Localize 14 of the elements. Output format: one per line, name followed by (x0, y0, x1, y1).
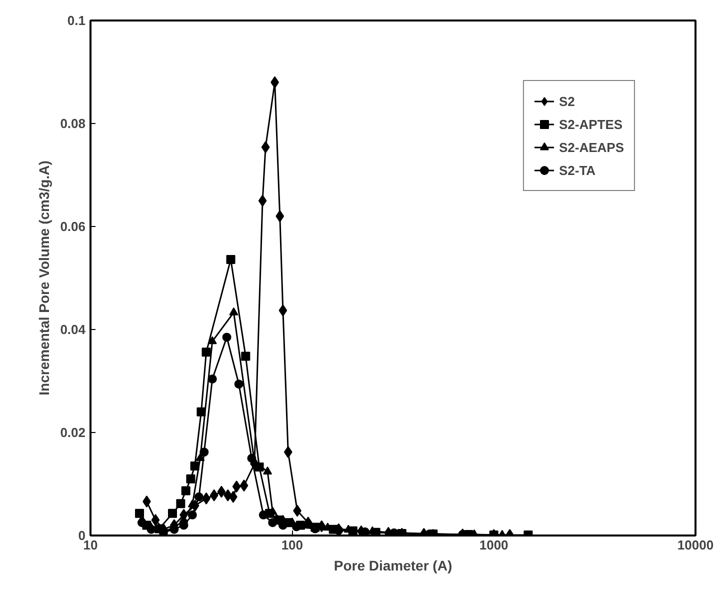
y-tick-label: 0.02 (60, 425, 86, 440)
x-axis-title: Pore Diameter (A) (334, 558, 452, 574)
legend-label: S2-APTES (558, 116, 623, 132)
y-tick-label: 0.1 (67, 13, 86, 28)
x-tick-label: 100 (281, 538, 304, 552)
y-tick-label: 0.06 (60, 219, 86, 234)
x-tick-label: 1000 (479, 538, 508, 552)
y-tick-label: 0.04 (60, 322, 86, 337)
y-axis-title: Incremental Pore Volume (cm3/g.A) (36, 160, 52, 396)
legend-label: S2-TA (558, 162, 596, 178)
legend-label: S2 (558, 94, 576, 108)
x-tick-label: 10000 (677, 538, 714, 552)
legend-label: S2-AEAPS (558, 140, 624, 154)
y-tick-label: 0.08 (60, 116, 86, 131)
